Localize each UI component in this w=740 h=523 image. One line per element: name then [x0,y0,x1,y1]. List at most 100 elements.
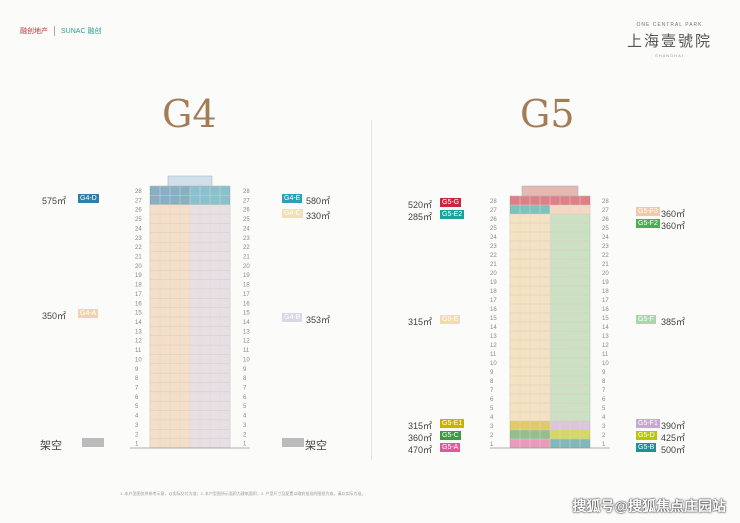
g5-f-tag: G5-F [636,315,656,324]
floor-number: 15 [490,316,497,322]
floor-number: 2 [243,432,247,438]
g4-c-tag: G4-C [282,209,303,218]
g5-a-tag: G5-A [440,443,461,452]
floor-number: 2 [602,433,606,439]
floor-number: 27 [135,198,142,204]
floor-number: 10 [135,357,142,363]
g5-d-tag: G5-D [636,431,657,440]
floor-number: 8 [490,379,494,385]
floor-number: 19 [490,280,497,286]
floor-number: 18 [490,289,497,295]
floor-number: 24 [135,226,142,232]
floor-number: 4 [135,414,139,420]
floor-number: 13 [490,334,497,340]
g5-f-size: 385㎡ [661,317,686,327]
floor-number: 22 [602,253,609,259]
floor-number: 6 [602,397,606,403]
floor-number: 1 [135,442,139,448]
floor-number: 7 [135,386,139,392]
watermark: 搜狐号@搜狐焦点庄园站 [572,498,726,514]
g4-a-size: 350㎡ [42,311,67,321]
g5-e1-tag: G5-E1 [440,419,465,428]
g5-c-tag: G5-C [440,431,461,440]
tower-title-g4: G4 [162,92,217,136]
floor-number: 13 [602,334,609,340]
g5-g-size: 520㎡ [408,200,433,210]
g5-e2-size: 285㎡ [408,212,433,222]
floor-number: 5 [602,406,606,412]
floor-number: 1 [490,442,494,448]
floor-number: 16 [243,301,250,307]
g5-b-size: 500㎡ [661,445,686,455]
floor-number: 23 [602,244,609,250]
floor-number: 21 [243,255,250,261]
g5-a-size: 470㎡ [408,445,433,455]
g4-ground-label-right: 架空 [305,440,327,452]
floor-number: 26 [490,217,497,223]
floor-number: 2 [490,433,494,439]
section-divider [371,120,372,460]
floor-number: 3 [490,424,494,430]
floor-number: 19 [602,280,609,286]
floor-number: 19 [135,273,142,279]
floor-number: 24 [602,235,609,241]
g5-f2-size: 360㎡ [661,221,686,231]
floor-number: 21 [490,262,497,268]
g4-b-tag: G4-B [282,313,303,322]
floor-number: 11 [243,348,250,354]
floor-number: 1 [243,442,247,448]
floor-number: 14 [135,320,142,326]
floor-number: 14 [490,325,497,331]
floor-number: 4 [243,414,247,420]
g4-c-size: 330㎡ [306,211,331,221]
floor-number: 13 [135,329,142,335]
floor-number: 5 [490,406,494,412]
g5-d-size: 425㎡ [661,433,686,443]
floor-number: 27 [243,198,250,204]
floor-number: 20 [490,271,497,277]
floor-number: 11 [602,352,609,358]
floor-number: 12 [135,339,142,345]
floor-number: 6 [490,397,494,403]
tower-crown [167,175,213,187]
floor-number: 28 [602,199,609,205]
g4-d-tag: G4-D [78,194,99,203]
logo-left: 融创地产 [20,28,48,35]
floor-number: 4 [490,415,494,421]
floor-number: 3 [135,423,139,429]
g5-e-size: 315㎡ [408,317,433,327]
floor-number: 25 [602,226,609,232]
ground-block-left [82,438,104,447]
floor-number: 8 [243,376,247,382]
ground-block-right [282,438,304,447]
project-brand: ONE CENTRAL PARK 上海壹號院 SHANGHAI [627,22,712,58]
floor-number: 14 [243,320,250,326]
floor-number: 26 [602,217,609,223]
floor-number: 12 [490,343,497,349]
floor-number: 16 [135,301,142,307]
floor-number: 6 [243,395,247,401]
floor-number: 10 [243,357,250,363]
brand-title: 上海壹號院 [626,32,712,50]
floor-number: 18 [135,283,142,289]
floor-number: 15 [135,311,142,317]
floor-number: 5 [135,404,139,410]
floor-number: 22 [135,245,142,251]
g4-e-size: 580㎡ [306,196,331,206]
floor-number: 27 [490,208,497,214]
g4-e-tag: G4-E [282,194,303,203]
tower-title-g5: G5 [520,92,575,136]
logo-sunac: SUNAC 融创 [61,28,102,35]
g5-e-tag: G5-E [440,315,461,324]
floor-number: 25 [243,217,250,223]
floor-number: 11 [135,348,142,354]
floor-number: 10 [602,361,609,367]
floor-number: 7 [243,386,247,392]
g4-b-size: 353㎡ [306,315,331,325]
floor-number: 16 [490,307,497,313]
floor-number: 18 [243,283,250,289]
floor-number: 22 [490,253,497,259]
floor-number: 2 [135,432,139,438]
floor-number: 20 [243,264,250,270]
